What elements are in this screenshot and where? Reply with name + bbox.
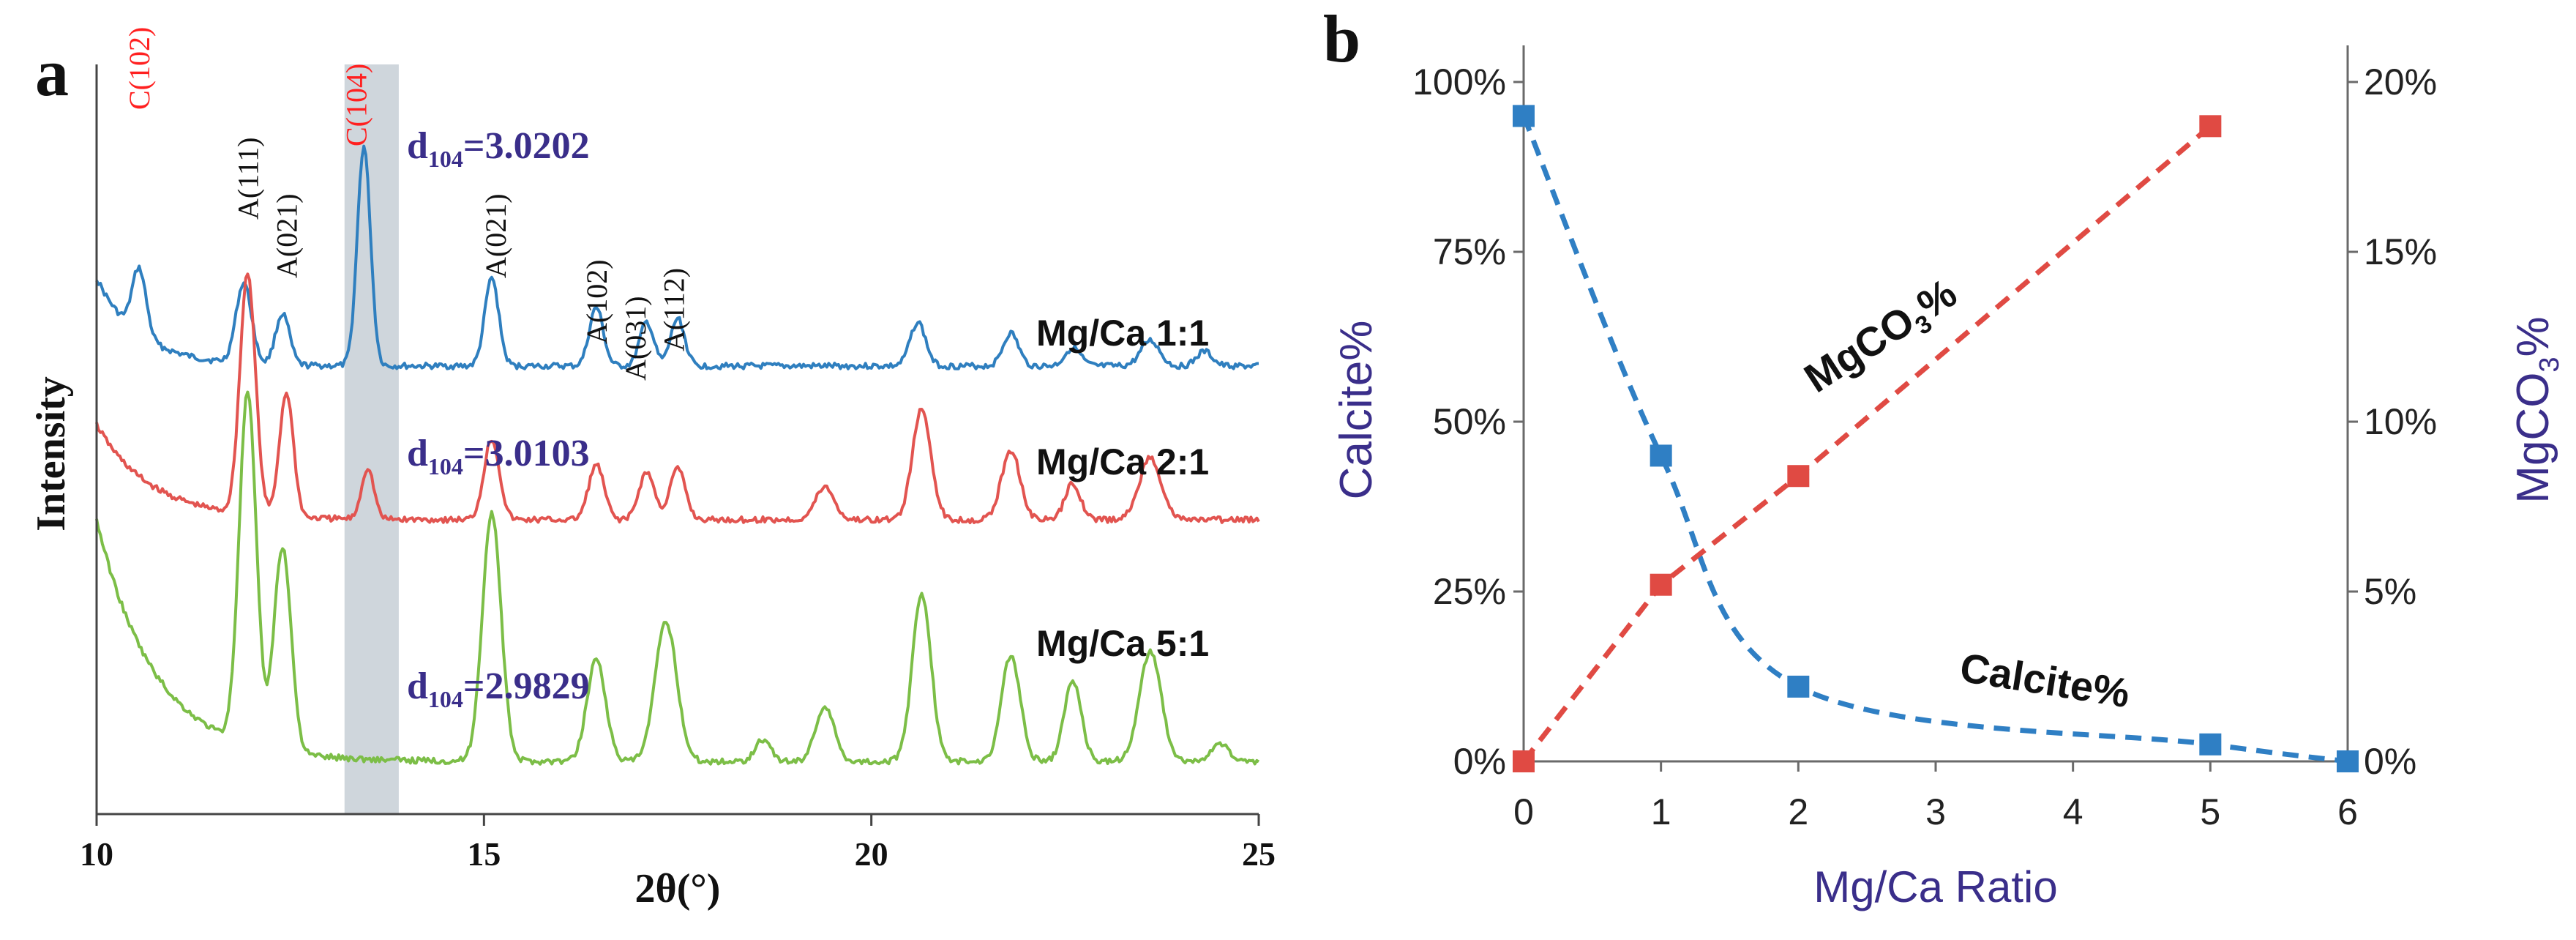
- xrd-trace-3: [95, 390, 1260, 766]
- peak-labels: C(102)A(111)A(021)C(104)A(021)A(102) A(03…: [123, 27, 690, 381]
- xrd-trace-2: [95, 272, 1260, 524]
- d-prefix: d: [407, 665, 428, 707]
- d-prefix: d: [407, 125, 428, 167]
- b-right-tick-label: 0%: [2364, 741, 2416, 782]
- series-marker-1: [1787, 675, 1810, 698]
- peak-label: A(021): [270, 193, 303, 278]
- panel-b-right-label: MgCO3%: [2508, 316, 2565, 503]
- peak-label: A(102): [580, 259, 613, 344]
- panel-a-x-ticks: 10 15 20 25: [80, 814, 1276, 873]
- panel-a-x-label: 2θ(°): [635, 866, 721, 911]
- panel-b-letter: b: [1323, 1, 1360, 76]
- d-prefix: d: [407, 433, 428, 474]
- peak-label: C(102): [123, 27, 156, 110]
- b-x-tick-label: 1: [1651, 791, 1671, 832]
- d-sub: 104: [428, 146, 463, 172]
- series-marker-2: [2199, 115, 2222, 138]
- b-x-tick-label: 6: [2337, 791, 2358, 832]
- a-x-tick-label: 10: [80, 835, 113, 873]
- b-left-tick-label: 0%: [1453, 741, 1506, 782]
- peak-label: C(104): [340, 64, 373, 146]
- mgco3-annotation: MgCO3%: [1796, 269, 1968, 406]
- panel-b-x-label: Mg/Ca Ratio: [1813, 862, 2057, 911]
- peak-label: A(021): [479, 193, 512, 278]
- sample-label-2: Mg/Ca 2:1: [1036, 441, 1209, 482]
- right-label-main: MgCO: [2508, 373, 2558, 504]
- panel-a-y-label: Intensity: [29, 376, 74, 531]
- d-spacing-1: d104=3.0202: [407, 125, 590, 172]
- d-sub: 104: [428, 686, 463, 712]
- series-marker-2: [1787, 465, 1810, 488]
- d-value: 2.9829: [485, 665, 590, 707]
- b-right-tick-label: 5%: [2364, 571, 2416, 612]
- d-value: 3.0103: [485, 433, 590, 474]
- panel-a-letter: a: [35, 35, 69, 110]
- a-x-tick-label: 20: [855, 835, 888, 873]
- series-marker-1: [1650, 444, 1672, 467]
- series-marker-2: [1650, 573, 1672, 596]
- b-left-tick-label: 100%: [1412, 61, 1506, 102]
- d-eq: =: [463, 665, 485, 707]
- b-x-tick-label: 2: [1788, 791, 1808, 832]
- series-line-2: [1521, 124, 2212, 764]
- xrd-trace-1: [95, 144, 1259, 370]
- b-x-tick-label: 4: [2063, 791, 2083, 832]
- b-right-tick-label: 20%: [2364, 61, 2437, 102]
- panel-b: b 0 1 2 3 4 5 60%25%50%75%100%0%5%10%15%20% Mg…: [1323, 1, 2565, 911]
- right-label-sub: 3: [2534, 357, 2565, 372]
- d-spacing-2: d104=3.0103: [407, 433, 590, 480]
- a-x-tick-label: 25: [1242, 835, 1276, 873]
- panel-b-left-label: Calcite%: [1331, 321, 1382, 500]
- b-left-tick-label: 75%: [1433, 231, 1506, 272]
- d-eq: =: [463, 433, 485, 474]
- panel-b-series: [1513, 105, 2359, 772]
- right-label-tail: %: [2508, 316, 2558, 357]
- series-marker-2: [1513, 750, 1535, 772]
- d-spacing-3: d104=2.9829: [407, 665, 590, 712]
- series-line-1: [1521, 115, 2348, 764]
- c104-highlight-band: [344, 64, 399, 814]
- d-sub: 104: [428, 453, 463, 480]
- calcite-annotation: Calcite%: [1957, 644, 2133, 717]
- series-marker-1: [2199, 733, 2222, 756]
- b-left-tick-label: 50%: [1433, 401, 1506, 442]
- b-left-tick-label: 25%: [1433, 571, 1506, 612]
- panel-b-ticks: 0 1 2 3 4 5 60%25%50%75%100%0%5%10%15%20%: [1412, 61, 2437, 832]
- peak-label: A(112): [658, 268, 691, 351]
- xrd-traces: [95, 144, 1260, 766]
- b-x-tick-label: 0: [1513, 791, 1534, 832]
- b-right-tick-label: 15%: [2364, 231, 2437, 272]
- series-marker-1: [2337, 750, 2359, 772]
- panel-a: a 10 15 20 25 Intensity 2θ(°) Mg/Ca 1:1 Mg/…: [29, 27, 1276, 911]
- a-x-tick-label: 15: [467, 835, 501, 873]
- sample-label-3: Mg/Ca 5:1: [1036, 623, 1209, 664]
- series-marker-1: [1513, 105, 1535, 127]
- d-eq: =: [463, 125, 485, 167]
- peak-label: A(111): [231, 137, 264, 220]
- b-x-tick-label: 3: [1925, 791, 1946, 832]
- b-x-tick-label: 5: [2200, 791, 2220, 832]
- sample-label-1: Mg/Ca 1:1: [1036, 313, 1209, 354]
- b-right-tick-label: 10%: [2364, 401, 2437, 442]
- peak-label: A(031): [619, 296, 652, 381]
- d-value: 3.0202: [485, 125, 590, 167]
